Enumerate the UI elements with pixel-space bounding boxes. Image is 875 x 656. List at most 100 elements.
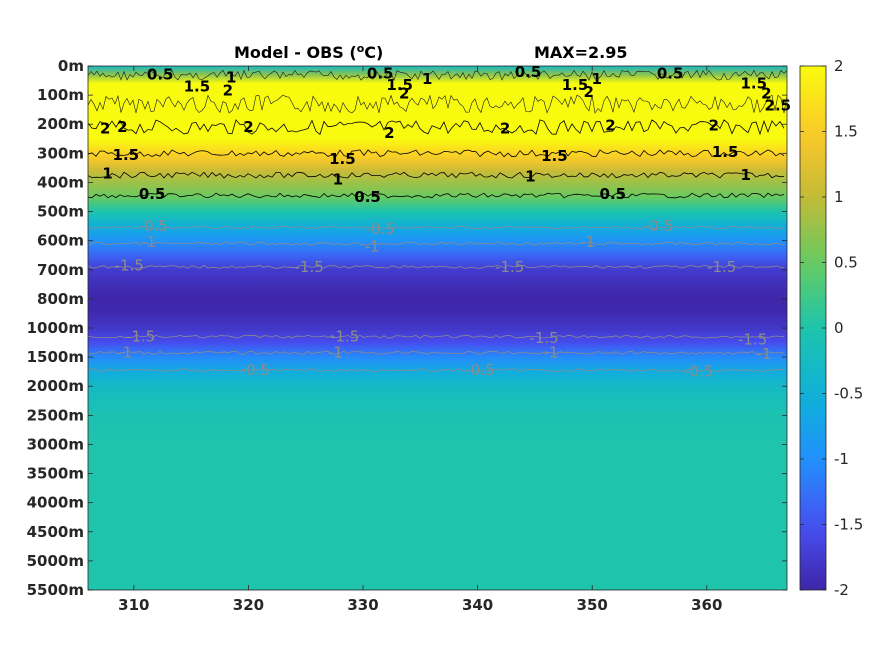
x-tick-label: 350 bbox=[577, 596, 608, 614]
contour-label: 1.5 bbox=[740, 74, 767, 92]
contour-label: -1 bbox=[141, 233, 156, 251]
y-tick-label: 500m bbox=[37, 203, 84, 221]
y-tick-label: 600m bbox=[37, 232, 84, 250]
y-tick-label: 3000m bbox=[27, 435, 84, 453]
y-tick-label: 400m bbox=[37, 173, 84, 191]
contour-label: 2 bbox=[243, 118, 253, 136]
x-tick-label: 310 bbox=[118, 596, 149, 614]
surface-noise-layer bbox=[88, 69, 787, 114]
contour-label: 2 bbox=[100, 120, 110, 138]
contour-label: 1 bbox=[592, 70, 602, 88]
contour-label: -1.5 bbox=[330, 328, 359, 346]
contour-label: 2 bbox=[584, 83, 594, 101]
contour-label: -1.5 bbox=[738, 331, 767, 349]
contour-label: 2 bbox=[605, 117, 615, 135]
max-label: MAX=2.95 bbox=[534, 43, 628, 62]
contour-label: 1 bbox=[422, 70, 432, 88]
contour-label: -1.5 bbox=[707, 258, 736, 276]
contour-label: 0.5 bbox=[367, 64, 394, 82]
contour-label: 1 bbox=[102, 165, 112, 183]
y-axis: 0m 100m 200m 300m 400m 500m 600m 700m 800m 1000m 1… bbox=[27, 57, 787, 599]
y-tick-label: 2500m bbox=[27, 406, 84, 424]
x-tick-label: 330 bbox=[347, 596, 378, 614]
contour-label: 1.5 bbox=[386, 76, 413, 94]
y-tick-label: 700m bbox=[37, 261, 84, 279]
contour-label: -1 bbox=[365, 237, 380, 255]
x-tick-label: 320 bbox=[233, 596, 264, 614]
contour-line-0_5 bbox=[88, 192, 785, 199]
contour-label: 2 bbox=[708, 117, 718, 135]
x-tick-label: 360 bbox=[691, 596, 722, 614]
y-tick-label: 2000m bbox=[27, 377, 84, 395]
contour-label: 0.5 bbox=[354, 188, 381, 206]
contour-label: 2 bbox=[384, 124, 394, 142]
colorbar-tick-label: -1 bbox=[834, 450, 849, 468]
contour-label: -0.5 bbox=[644, 217, 673, 235]
colorbar-tick-label: 0 bbox=[834, 319, 844, 337]
y-tick-label: 0m bbox=[58, 57, 84, 75]
contour-line--1 bbox=[88, 350, 785, 355]
y-tick-label: 5000m bbox=[27, 552, 84, 570]
contour-label: 2 bbox=[500, 120, 510, 138]
colorbar-tick-label: -0.5 bbox=[834, 385, 863, 403]
contour-label: -1 bbox=[580, 233, 595, 251]
contour-label: 1.5 bbox=[184, 77, 211, 95]
contour-label: 1.5 bbox=[541, 147, 568, 165]
contour-label: -1.5 bbox=[529, 329, 558, 347]
contour-label: -0.5 bbox=[366, 220, 395, 238]
contour-line-2 bbox=[88, 119, 785, 136]
contour-line-1 bbox=[88, 171, 785, 179]
contour-label: 2 bbox=[761, 85, 771, 103]
contour-label: -0.5 bbox=[139, 217, 168, 235]
contour-label: 1.5 bbox=[562, 76, 589, 94]
contour-label: 0.5 bbox=[657, 64, 684, 82]
contour-label: 2 bbox=[223, 82, 233, 100]
y-tick-label: 100m bbox=[37, 86, 84, 104]
y-tick-label: 4000m bbox=[27, 494, 84, 512]
contour-label: -1.5 bbox=[495, 258, 524, 276]
contour-label: 2.5 bbox=[765, 96, 792, 114]
contour-label: -1.5 bbox=[295, 258, 324, 276]
y-tick-label: 1500m bbox=[27, 348, 84, 366]
chart-title-tail: C) bbox=[364, 43, 383, 62]
chart-title-main: Model - OBS ( bbox=[234, 43, 357, 62]
colorbar-ticks: 2 1.5 1 0.5 0 -0.5 -1 -1.5 -2 bbox=[800, 57, 863, 599]
contour-label: 2 bbox=[399, 85, 409, 103]
contour-label: 0.5 bbox=[600, 185, 627, 203]
y-tick-label: 5500m bbox=[27, 581, 84, 599]
contour-line--0_5 bbox=[88, 368, 785, 373]
y-tick-label: 4500m bbox=[27, 523, 84, 541]
y-tick-label: 1000m bbox=[27, 319, 84, 337]
contour-label: 1.5 bbox=[113, 146, 140, 164]
colorbar bbox=[799, 65, 827, 591]
y-tick-label: 800m bbox=[37, 290, 84, 308]
x-tick-label: 340 bbox=[462, 596, 493, 614]
contour-label: 0.5 bbox=[147, 66, 174, 84]
contour-label: -1 bbox=[543, 344, 558, 362]
x-axis: 310 320 330 340 350 360 bbox=[118, 66, 722, 614]
plot-background bbox=[88, 66, 787, 590]
contour-label: 1 bbox=[226, 69, 236, 87]
contour-label: 2 bbox=[117, 118, 127, 136]
colorbar-tick-label: 0.5 bbox=[834, 254, 858, 272]
y-tick-label: 3500m bbox=[27, 465, 84, 483]
contour-label: 0.5 bbox=[515, 63, 542, 81]
contour-label: 1.5 bbox=[329, 150, 356, 168]
contour-label: 1 bbox=[525, 168, 535, 186]
colorbar-tick-label: 1 bbox=[834, 188, 844, 206]
chart-title: Model - OBS (oC) bbox=[234, 42, 383, 62]
contour-label: 1.5 bbox=[712, 143, 739, 161]
surface-contour-noise bbox=[88, 69, 787, 81]
contour-label: 1 bbox=[333, 171, 343, 189]
contour-label: 1 bbox=[741, 166, 751, 184]
colorbar-tick-label: 2 bbox=[834, 57, 844, 75]
colorbar-tick-label: -2 bbox=[834, 581, 849, 599]
y-tick-label: 200m bbox=[37, 115, 84, 133]
contour-line--1_5 bbox=[88, 264, 785, 269]
colorbar-tick-label: 1.5 bbox=[834, 123, 858, 141]
contour-line--0_5 bbox=[88, 225, 785, 230]
contour-labels: 0.5 11.5 20.51.5 120.51.5 120.51.522.52 2 2 2 2 2… bbox=[100, 63, 791, 381]
contour-label: -1 bbox=[757, 345, 772, 363]
chart-title-super: o bbox=[357, 42, 365, 55]
